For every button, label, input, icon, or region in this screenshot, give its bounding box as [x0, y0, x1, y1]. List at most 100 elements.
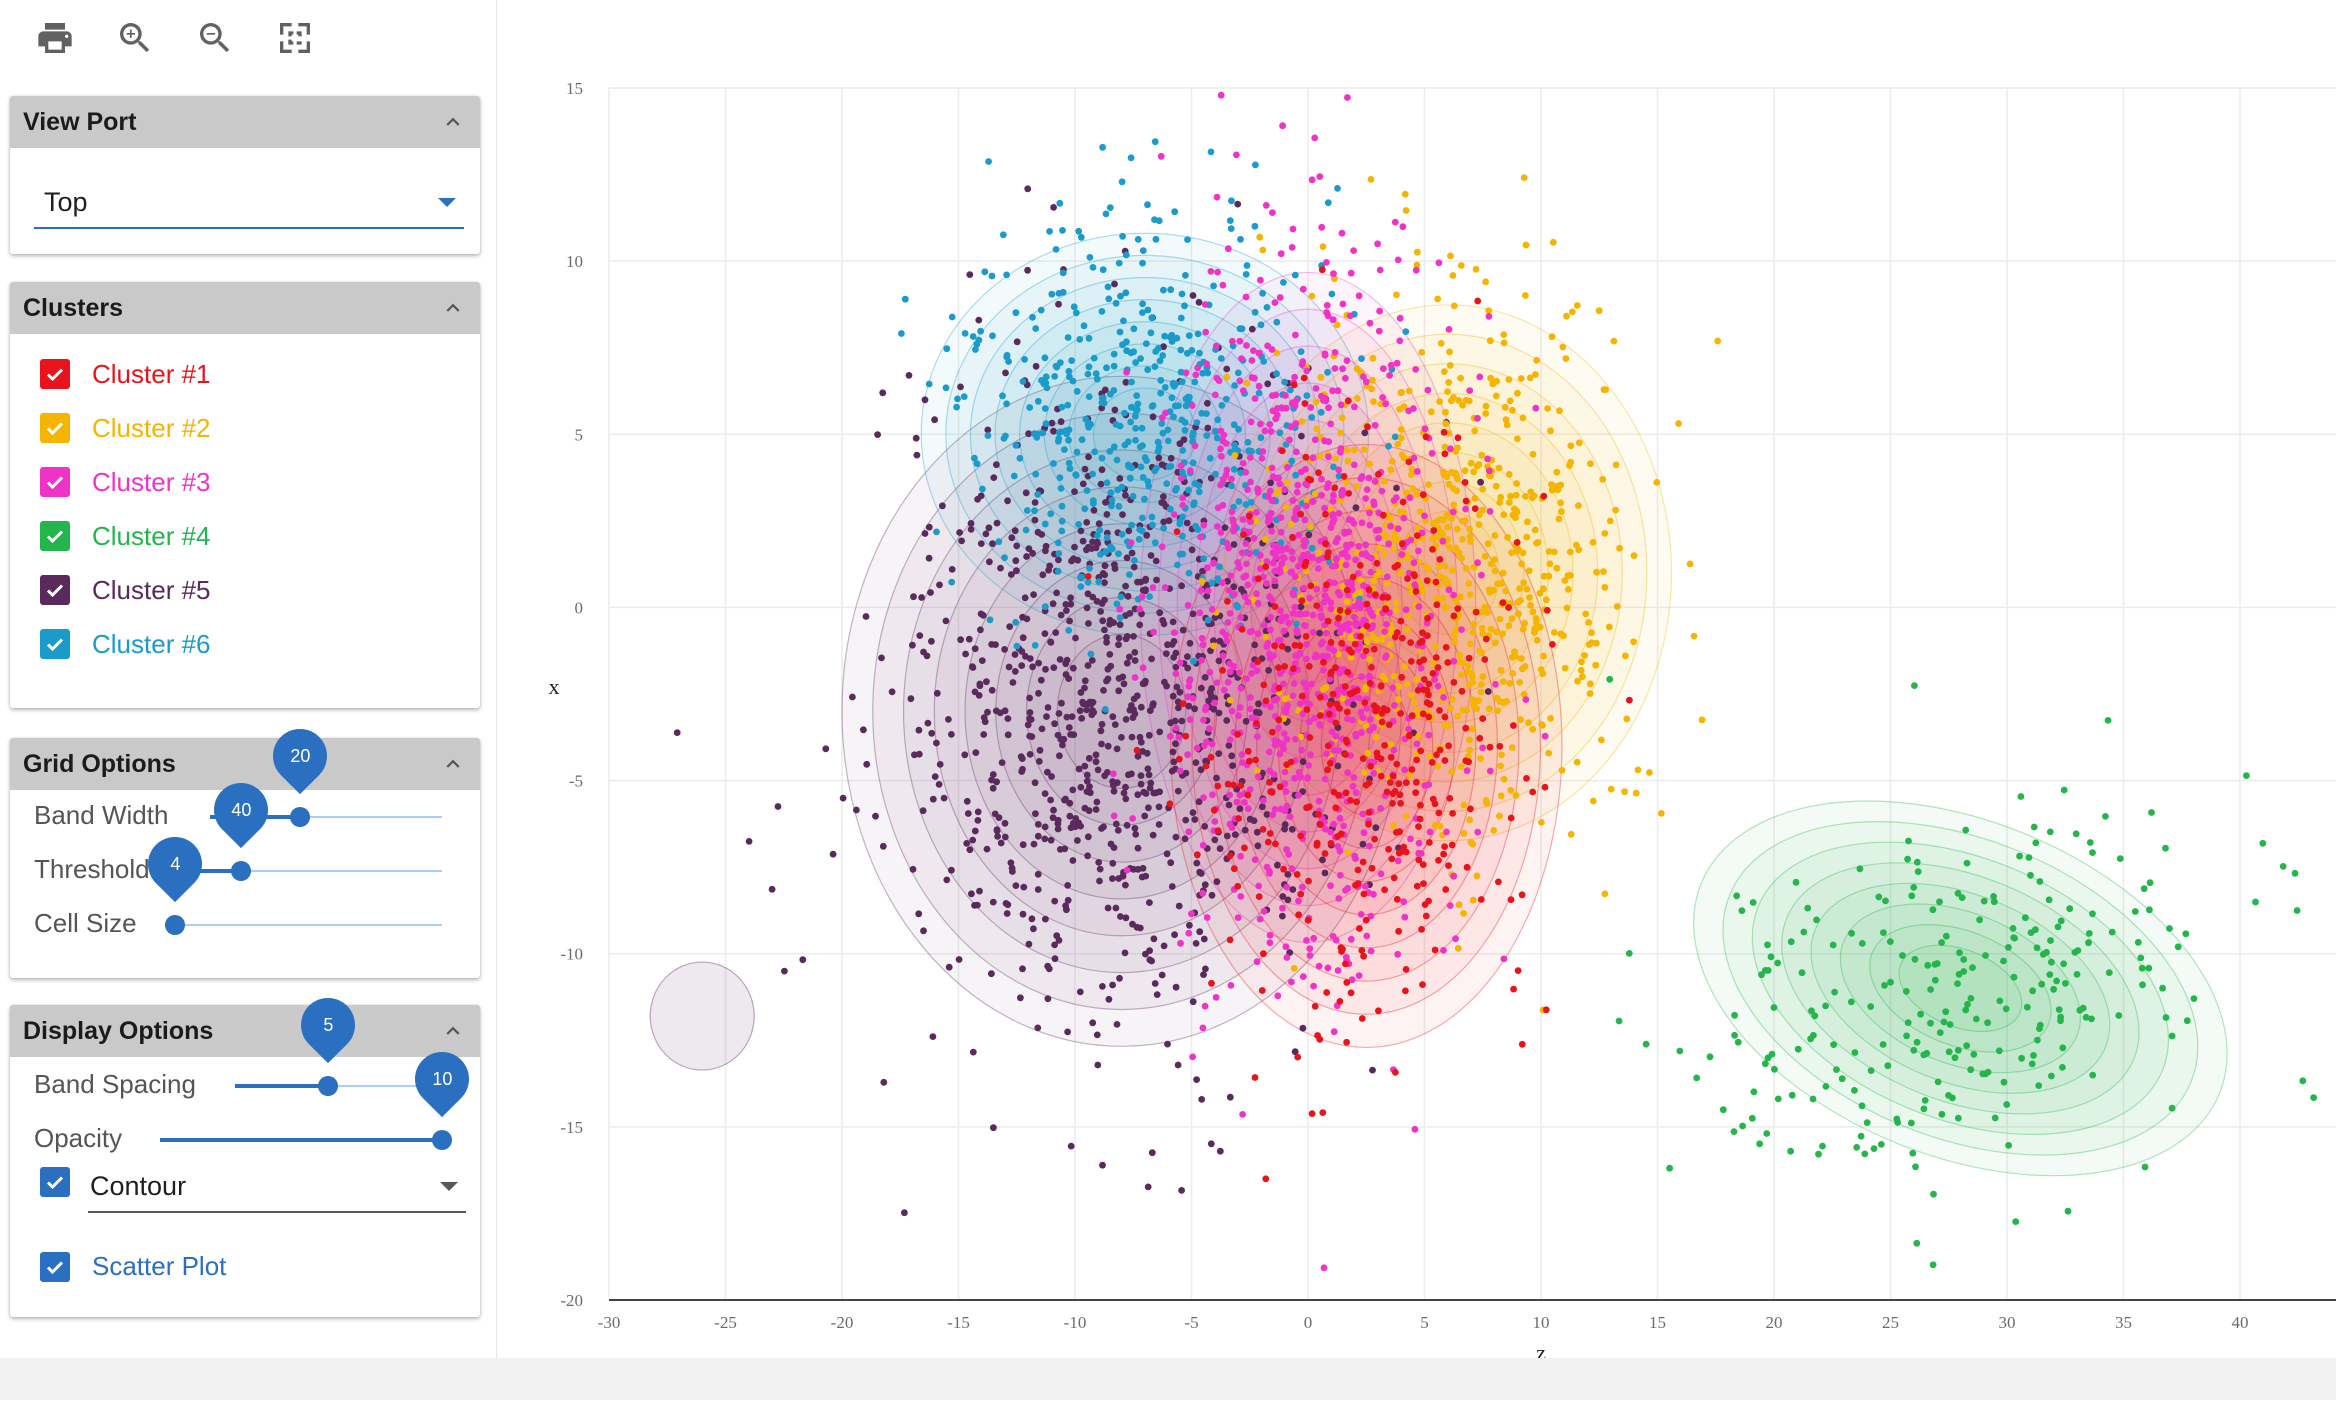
zoom-in-button[interactable] — [106, 12, 164, 64]
slider-thumb[interactable] — [432, 1130, 452, 1150]
scatter-point — [1167, 463, 1175, 470]
scatter-point — [1169, 748, 1177, 756]
scatter-point — [1366, 842, 1373, 850]
cluster-toggle-6[interactable]: Cluster #6 — [40, 624, 211, 664]
scatter-point — [1065, 724, 1073, 731]
fit-screen-button[interactable] — [266, 12, 324, 64]
zoom-out-button[interactable] — [186, 12, 244, 64]
view-port-header[interactable]: View Port — [10, 96, 480, 148]
scatter-point — [975, 316, 983, 324]
scatter-point — [1913, 1239, 1921, 1247]
scatter-point — [1077, 583, 1085, 590]
cluster-toggle-4[interactable]: Cluster #4 — [40, 516, 211, 556]
scatter-point — [933, 689, 941, 697]
scatter-point — [1293, 620, 1300, 628]
scatter-point — [1328, 728, 1336, 735]
scatter-point — [993, 778, 1000, 786]
scatter-point — [1024, 721, 1032, 729]
scatter-point — [1907, 1119, 1915, 1127]
scatter-point — [1288, 244, 1296, 251]
slider-track[interactable] — [200, 870, 442, 872]
scatter-point — [1031, 642, 1039, 649]
scatter-point — [874, 431, 881, 438]
scatter-point — [1298, 746, 1305, 754]
scatter-point — [1224, 619, 1232, 626]
scatter-point — [1282, 392, 1289, 399]
contour-select[interactable]: Contour — [88, 1161, 466, 1213]
scatter-point — [1094, 766, 1102, 774]
scatter-point — [1077, 689, 1085, 696]
scatter-point — [1182, 272, 1189, 279]
scatter-point — [911, 751, 918, 759]
scatter-plot[interactable]: -30 -25 -20 -15 -10 -5 0 5 10 15 20 25 30 35 40151050-… — [497, 0, 2336, 1400]
scatter-point — [956, 529, 963, 536]
bottom-bar — [0, 1358, 2336, 1400]
slider-track[interactable] — [175, 924, 442, 926]
clusters-header[interactable]: Clusters — [10, 282, 480, 334]
print-button[interactable] — [26, 12, 84, 64]
contour-checkbox[interactable] — [40, 1167, 70, 1197]
scatter-point — [1272, 415, 1280, 423]
grid-options-header[interactable]: Grid Options — [10, 738, 480, 790]
scatter-point — [1055, 290, 1063, 297]
slider-value: 20 — [290, 745, 311, 766]
scatter-point — [1482, 410, 1490, 417]
scatter-point — [1738, 907, 1746, 914]
scatter-point — [1142, 575, 1150, 583]
scatter-point — [1808, 1007, 1815, 1015]
scatter-point — [1237, 235, 1244, 243]
scatter-point — [1315, 469, 1322, 477]
scatter-point — [1798, 969, 1806, 977]
scatter-point — [1471, 505, 1479, 512]
view-port-select[interactable]: Top — [34, 177, 464, 229]
scatter-point — [1120, 789, 1128, 797]
display-options-header[interactable]: Display Options — [10, 1005, 480, 1057]
scatter-point — [1050, 664, 1058, 671]
scatter-point — [1344, 769, 1351, 776]
scatter-plot-checkbox[interactable]: Scatter Plot — [40, 1251, 226, 1282]
scatter-point — [1450, 302, 1458, 310]
scatter-point — [1402, 987, 1409, 995]
scatter-point — [929, 1033, 937, 1040]
cluster-toggle-5[interactable]: Cluster #5 — [40, 570, 211, 610]
scatter-point — [1268, 464, 1276, 472]
slider-thumb[interactable] — [165, 915, 185, 935]
scatter-point — [1096, 877, 1103, 885]
slider-thumb[interactable] — [318, 1076, 339, 1096]
scatter-point — [1031, 779, 1039, 787]
scatter-point — [1910, 884, 1918, 891]
scatter-point — [1344, 397, 1352, 405]
scatter-point — [1566, 548, 1574, 556]
scatter-point — [1519, 626, 1527, 633]
scatter-point — [1913, 858, 1921, 866]
scatter-point — [1186, 639, 1194, 647]
scatter-point — [1239, 1111, 1246, 1118]
chart-area[interactable]: -30 -25 -20 -15 -10 -5 0 5 10 15 20 25 30 35 40 15 10 5 0-… — [497, 0, 2336, 1400]
slider-track[interactable] — [210, 816, 442, 818]
scatter-point — [1246, 512, 1253, 520]
scatter-point — [1151, 138, 1159, 146]
scatter-point — [1316, 1035, 1324, 1043]
scatter-point — [1115, 675, 1123, 682]
scatter-point — [1139, 664, 1147, 672]
scatter-point — [1967, 995, 1975, 1002]
cluster-toggle-1[interactable]: Cluster #1 — [40, 354, 211, 394]
scatter-point — [1308, 680, 1315, 688]
scatter-point — [1023, 507, 1031, 514]
scatter-point — [1236, 669, 1243, 676]
scatter-point — [1012, 442, 1020, 449]
scatter-point — [1340, 689, 1348, 696]
scatter-point — [1321, 351, 1329, 359]
scatter-point — [1550, 629, 1558, 636]
slider-thumb[interactable] — [231, 861, 252, 881]
scatter-point — [1256, 915, 1264, 923]
slider-track[interactable] — [235, 1085, 442, 1087]
scatter-point — [1956, 949, 1963, 957]
cluster-toggle-3[interactable]: Cluster #3 — [40, 462, 211, 502]
scatter-point — [1223, 365, 1231, 373]
scatter-point — [1057, 485, 1065, 492]
scatter-point — [2046, 971, 2054, 978]
cluster-toggle-2[interactable]: Cluster #2 — [40, 408, 211, 448]
scatter-point — [1263, 643, 1270, 650]
slider-thumb[interactable] — [290, 807, 311, 827]
